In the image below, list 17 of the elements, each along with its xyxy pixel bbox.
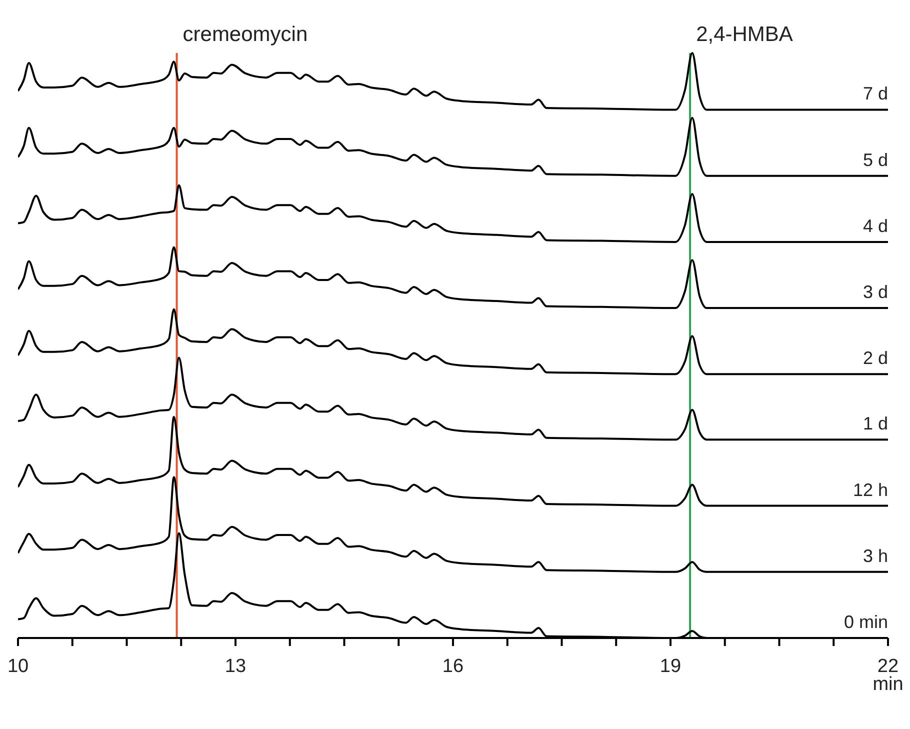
series-label: 2 d [862, 348, 888, 368]
series-label: 12 h [852, 480, 888, 500]
series-label: 7 d [862, 84, 888, 104]
series-label: 1 d [862, 414, 888, 434]
series-label: 4 d [862, 216, 888, 236]
series-label: 0 min [844, 612, 888, 632]
ref-line-label: 2,4-HMBA [696, 23, 793, 46]
series-label: 3 h [862, 546, 888, 566]
ref-line-label: cremeomycin [182, 23, 308, 46]
series-label: 5 d [862, 150, 888, 170]
series-label: 3 d [862, 282, 888, 302]
x-tick-label: 22 [877, 656, 899, 677]
x-tick-label: 16 [442, 656, 464, 677]
x-tick-label: 13 [224, 656, 246, 677]
x-tick-label: 19 [660, 656, 682, 677]
x-tick-label: 10 [7, 656, 29, 677]
x-axis-title: min [872, 674, 904, 695]
